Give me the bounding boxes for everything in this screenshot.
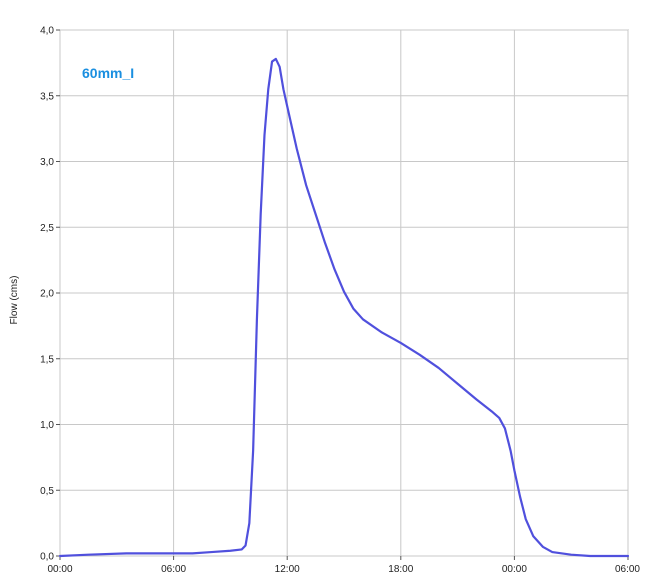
- legend-label: 60mm_I: [82, 65, 134, 81]
- y-tick-label: 0,0: [40, 552, 54, 563]
- y-tick-label: 1,5: [40, 354, 54, 365]
- x-tick-label: 00:00: [502, 564, 527, 575]
- y-tick-label: 2,5: [40, 223, 54, 234]
- y-axis-title: Flow (cms): [9, 276, 20, 325]
- x-tick-label: 12:00: [275, 564, 300, 575]
- y-tick-label: 0,5: [40, 486, 54, 497]
- series-line: [58, 57, 630, 558]
- x-tick-label: 06:00: [161, 564, 186, 575]
- y-tick-label: 3,5: [40, 91, 54, 102]
- axis-ticks: 0,0 0,5 1,0 1,5 2,0 2,5 3,0 3,5 4,0 00:00 06:00 12:…: [40, 26, 640, 576]
- y-tick-label: 1,0: [40, 420, 54, 431]
- y-tick-label: 2,0: [40, 289, 54, 300]
- y-tick-label: 4,0: [40, 26, 54, 37]
- series-layer: [58, 57, 630, 558]
- x-tick-label: 00:00: [47, 564, 72, 575]
- x-tick-label: 18:00: [388, 564, 413, 575]
- y-tick-label: 3,0: [40, 157, 54, 168]
- x-tick-label: 06:00: [615, 564, 640, 575]
